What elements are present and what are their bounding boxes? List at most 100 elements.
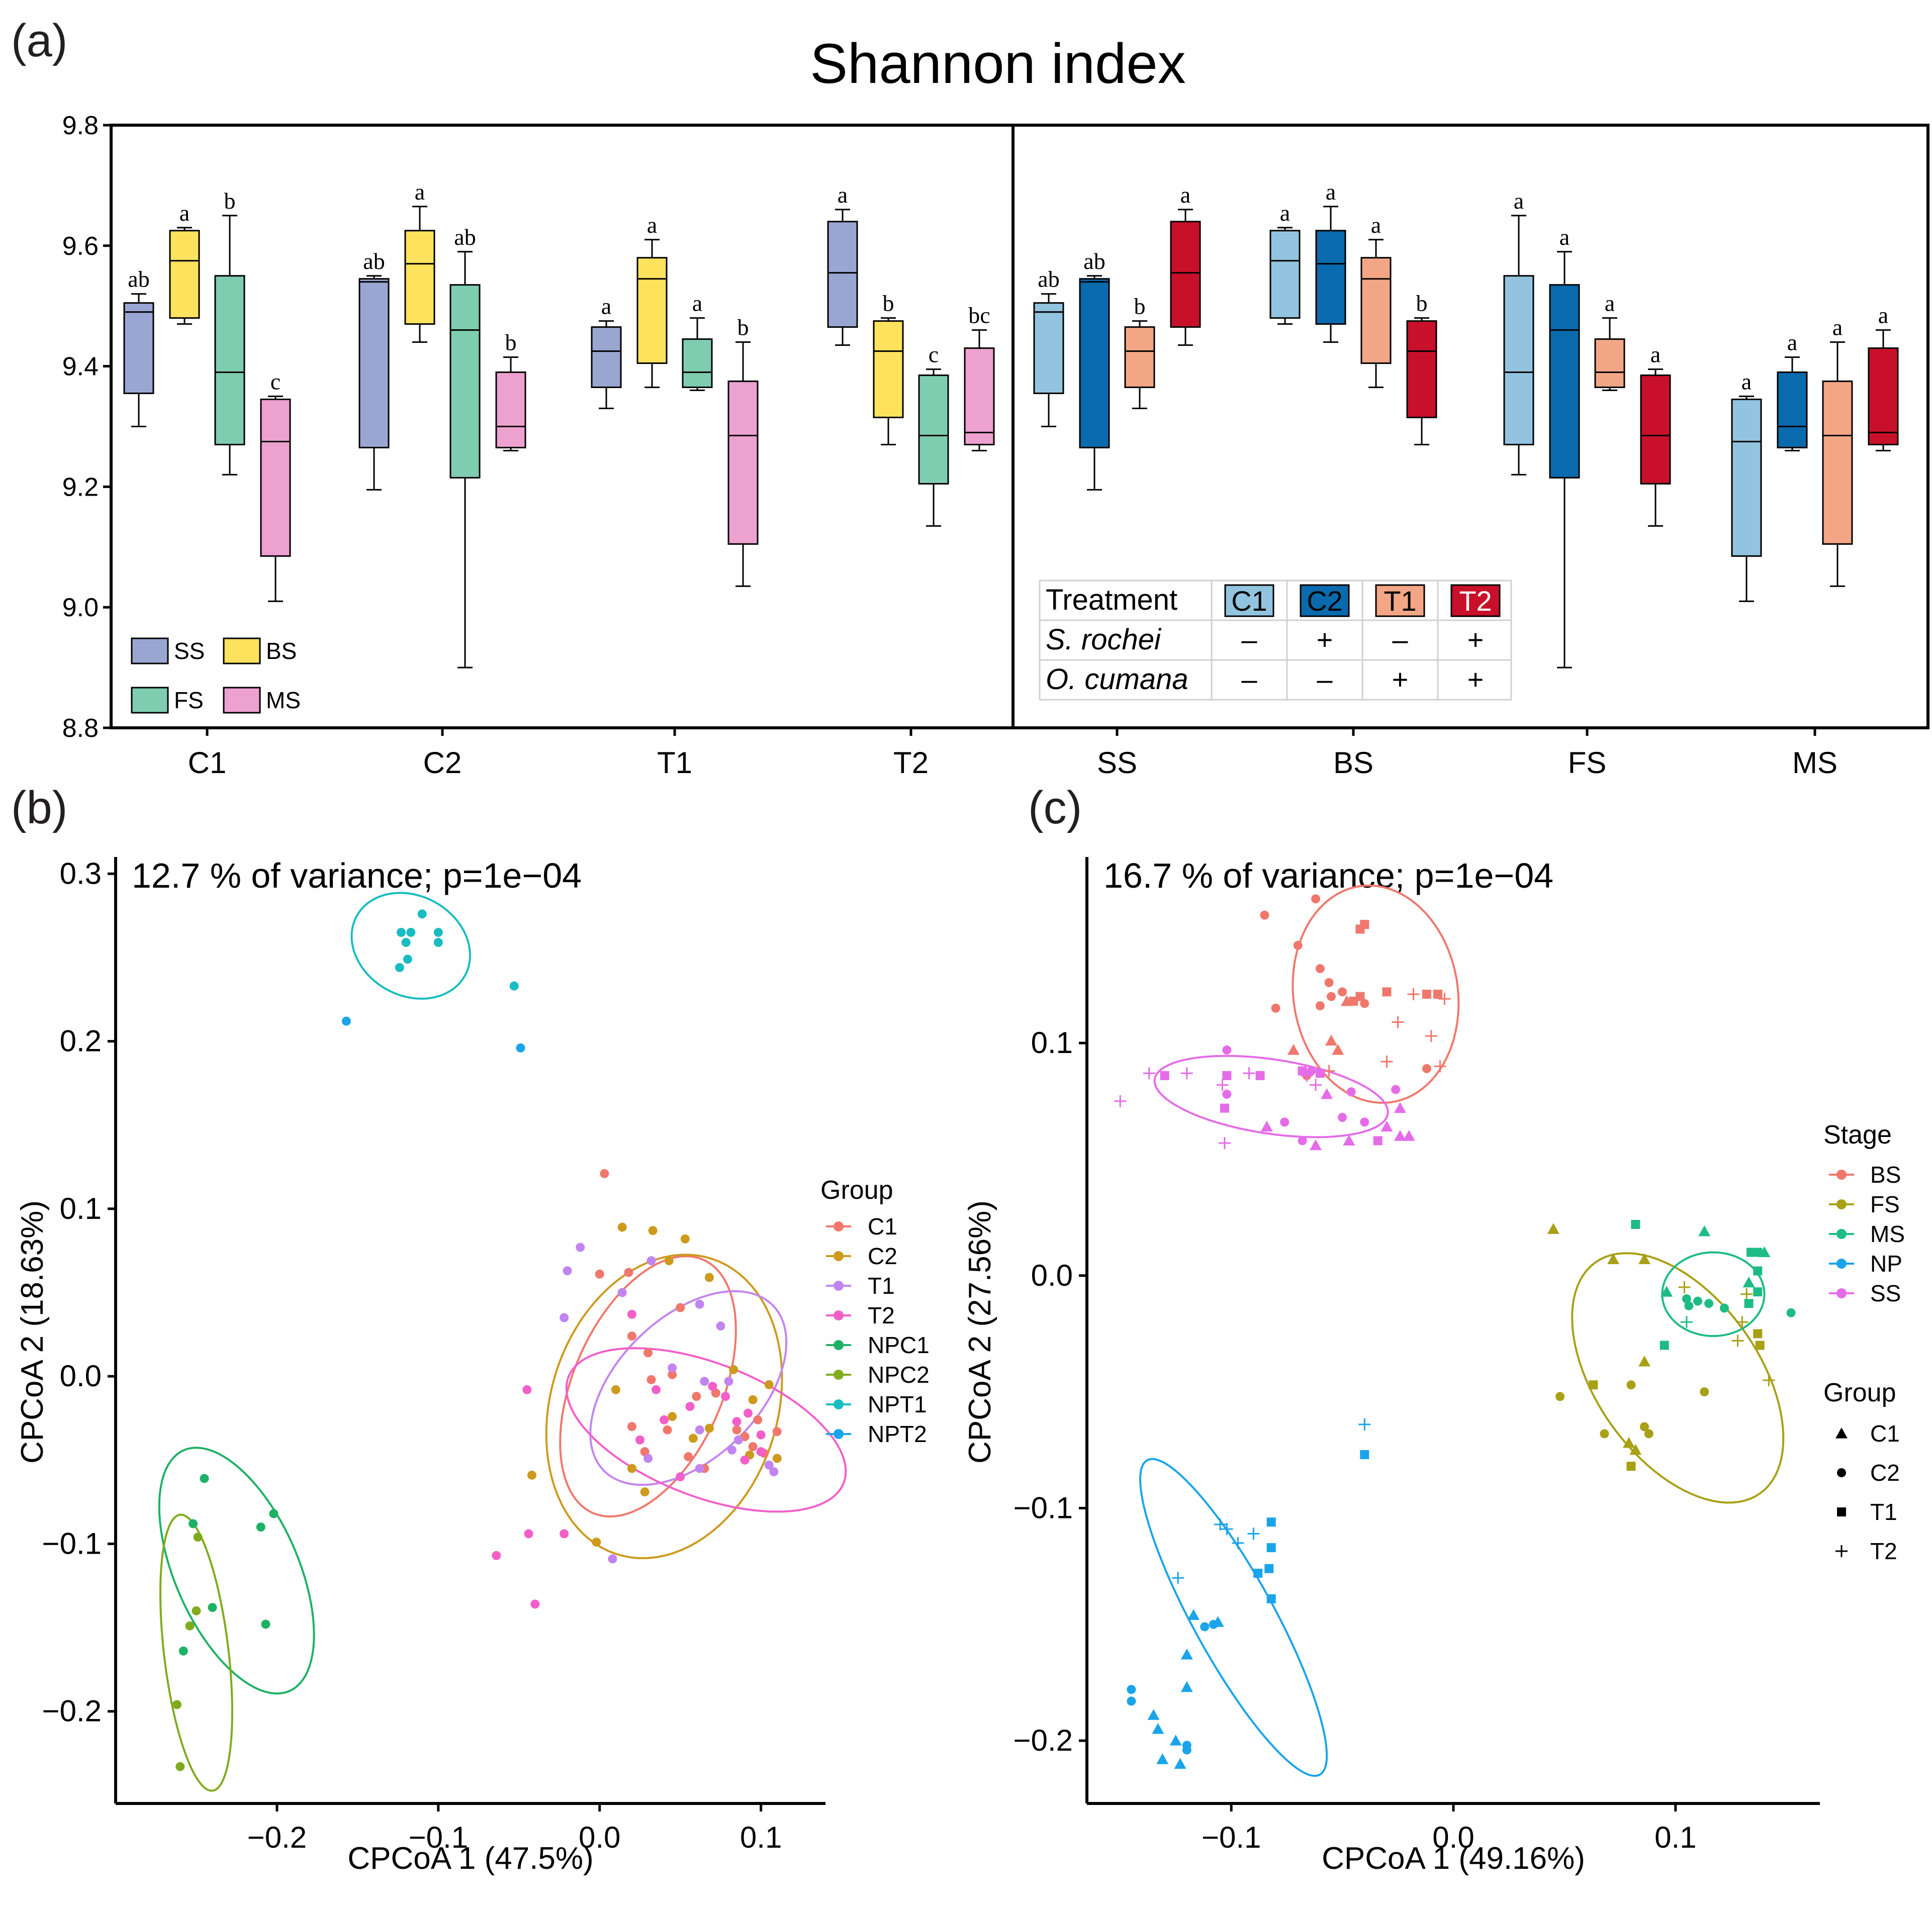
significance-letter: ab [363, 248, 385, 274]
panel-c-stage-legend: BS FS MS NP SS [1829, 1162, 1905, 1306]
box-body [449, 284, 481, 479]
box-c2-bs: a [404, 179, 435, 343]
point-c1 [748, 1442, 758, 1452]
stage-legend-item-bs: BS [1829, 1162, 1901, 1188]
point-ss-t2 [1243, 1067, 1255, 1080]
point-np-t2 [1172, 1572, 1184, 1584]
panel-c: (c) 16.7 % of variance; p=1e−04 −0.1 0.0 0… [963, 782, 1905, 1876]
ellipse-bs [1292, 884, 1460, 1104]
point-t1 [769, 1467, 779, 1477]
significance-letter: c [929, 342, 939, 367]
point-ss-t1 [1222, 1071, 1232, 1080]
box-body [495, 371, 526, 448]
significance-letter: a [1650, 342, 1661, 367]
significance-letter: a [415, 179, 425, 205]
point-np-c1 [1187, 1609, 1200, 1620]
point-ss-c1 [1381, 1120, 1393, 1132]
point-ss-t2 [1114, 1095, 1127, 1107]
panel-a-label: (a) [11, 15, 67, 66]
point-bs-t2 [1381, 1056, 1393, 1068]
treatment-table: Treatment S. rochei O. cumana C1 C2 T1 T… [1039, 580, 1512, 701]
point-npc2 [192, 1606, 201, 1615]
box-c1-ms: c [260, 369, 291, 602]
point-np-c2 [1209, 1619, 1218, 1629]
ellipse-t1 [589, 1290, 788, 1486]
point-bs-c2 [1338, 987, 1347, 997]
legend-label: C1 [868, 1213, 897, 1240]
legend-marker-circle [1837, 1468, 1846, 1477]
y-tick-label: 9.4 [62, 352, 99, 382]
y-axis-label: CPCoA 2 (18.63%) [15, 1200, 50, 1464]
legend-dot [834, 1310, 844, 1320]
panel-c-group-title: Group [1823, 1378, 1896, 1407]
y-tick-label: 8.8 [62, 714, 99, 743]
point-np-c1 [1180, 1681, 1193, 1692]
box-fs-t2: a [1640, 342, 1671, 527]
point-bs-c2 [1422, 1064, 1431, 1074]
point-fs-c1 [1638, 1355, 1650, 1367]
significance-letter: b [224, 188, 236, 214]
legend-swatch-ms [223, 687, 261, 714]
point-fs-c2 [1600, 1429, 1609, 1439]
point-c2 [748, 1395, 758, 1404]
point-np-t1 [1266, 1594, 1276, 1603]
ellipse-npc1 [158, 1447, 315, 1695]
legend-dot [1836, 1199, 1847, 1209]
point-bs-c2 [1260, 910, 1269, 920]
point-ss-c2 [1338, 1113, 1347, 1122]
point-fs-t1 [1589, 1380, 1598, 1390]
srochei-row-label: S. rochei [1046, 623, 1162, 656]
point-ss-t2 [1180, 1067, 1193, 1080]
significance-letter: a [1741, 369, 1752, 395]
ellipse-np [1139, 1458, 1328, 1777]
point-c1 [732, 1425, 742, 1435]
x-tick-label: C1 [188, 746, 227, 780]
x-tick-label: C2 [423, 746, 462, 780]
significance-letter: a [1371, 212, 1381, 238]
y-tick-label: −0.2 [1014, 1724, 1073, 1757]
point-ms-c1 [1698, 1225, 1711, 1236]
point-fs-t1 [1626, 1462, 1636, 1471]
x-tick-label: SS [1097, 746, 1137, 780]
series-t1 [560, 1243, 779, 1564]
point-np-c1 [1152, 1723, 1164, 1734]
srochei-c1: – [1241, 624, 1257, 655]
point-t1 [560, 1313, 569, 1322]
point-npt1 [397, 927, 406, 937]
point-c1 [663, 1425, 672, 1435]
box-body [123, 302, 154, 395]
box-ms-t2: a [1868, 303, 1899, 451]
box-body [591, 326, 622, 389]
box-body [964, 347, 995, 445]
point-t2 [685, 1402, 695, 1411]
point-np-c1 [1169, 1735, 1182, 1746]
point-np-c1 [1147, 1709, 1160, 1720]
ocumana-row-label: O. cumana [1046, 663, 1188, 696]
point-npt1 [401, 937, 411, 947]
point-bs-c2 [1327, 992, 1336, 1001]
point-ss-c2 [1346, 1087, 1356, 1097]
ellipse-ss [1153, 1055, 1389, 1138]
box-body [682, 338, 713, 389]
point-t2 [652, 1385, 661, 1394]
treatment-label-t2: T2 [1459, 585, 1492, 617]
point-bs-t1 [1422, 989, 1431, 999]
box-t1-ss: a [591, 294, 622, 410]
point-t2 [492, 1551, 501, 1560]
point-c1 [647, 1375, 656, 1384]
point-t1 [617, 1288, 627, 1297]
significance-letter: bc [968, 303, 990, 328]
significance-letter: a [1832, 315, 1843, 340]
box-body [1640, 374, 1671, 485]
point-c2 [729, 1365, 739, 1374]
panel-a-frame [110, 124, 1929, 729]
box-fs-c2: a [1549, 224, 1580, 669]
treatment-swatch-c2 [1300, 584, 1350, 617]
box-body [1360, 257, 1392, 364]
point-t1 [576, 1243, 585, 1252]
ocumana-c2: – [1317, 663, 1333, 695]
point-t1 [668, 1363, 677, 1373]
y-tick-label: 0.2 [60, 1024, 102, 1058]
point-ss-c1 [1310, 1139, 1322, 1151]
